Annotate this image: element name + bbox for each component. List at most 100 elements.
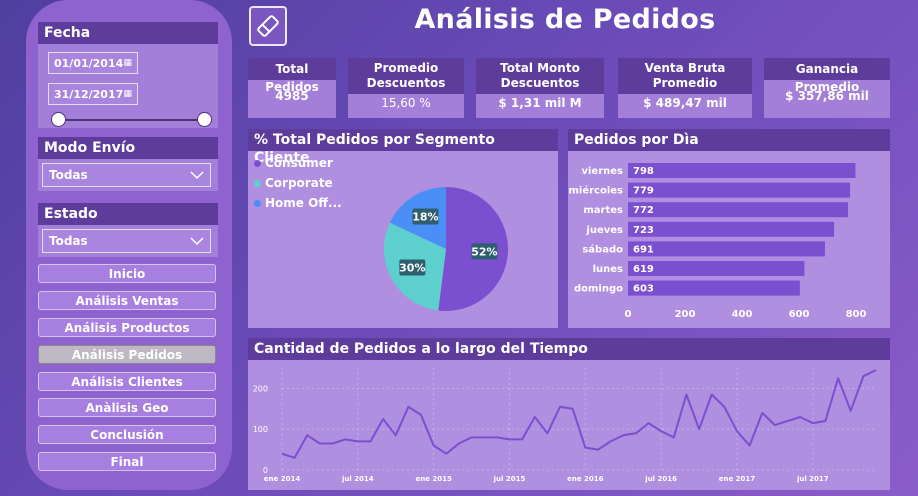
time-panel-title: Cantidad de Pedidos a lo largo del Tiemp… [248, 338, 890, 360]
legend-dot [254, 199, 261, 207]
segment-panel-title: % Total Pedidos por Segmento Cliente [248, 129, 558, 166]
day-panel: Pedidos por Dìa viernes 798 miércoles 779 ma… [568, 129, 890, 328]
shipping-mode-dropdown[interactable]: Todas [42, 163, 211, 187]
calendar-icon: ▦ [123, 89, 132, 99]
kpi-value: 4985 [275, 89, 309, 103]
kpi-total-monto-descuentos: Total Monto Descuentos $ 1,31 mil M [476, 58, 604, 118]
x-tick-label: 400 [732, 309, 753, 320]
pie-label-box [399, 259, 426, 276]
pie-data-label: 52% [471, 243, 498, 260]
bar-category-label: sábado [582, 243, 623, 255]
date-range-end-handle[interactable] [197, 112, 212, 127]
bar-sábado[interactable] [628, 241, 825, 257]
end-date-value: 31/12/2017 [54, 87, 124, 101]
pie-label-text: 30% [399, 262, 425, 275]
bar-value-label: 691 [633, 244, 654, 255]
kpi-value: $ 357,86 mil [785, 89, 869, 103]
nav-conclusion[interactable]: Conclusión [38, 425, 216, 444]
date-range-track [58, 119, 205, 121]
x-tick-label: 0 [625, 309, 632, 320]
nav-analisis-pedidos[interactable]: Análisis Pedidos [38, 345, 216, 364]
bar-value-label: 798 [633, 166, 654, 177]
pie-label-box [471, 243, 498, 260]
end-date-input[interactable]: 31/12/2017 ▦ [48, 83, 138, 105]
status-value: Todas [49, 234, 88, 248]
start-date-input[interactable]: 01/01/2014 ▦ [48, 52, 138, 74]
bar-lunes[interactable] [628, 261, 805, 276]
bar-value-label: 779 [633, 186, 654, 197]
nav-final[interactable]: Final [38, 452, 216, 471]
legend-label: Corporate [265, 176, 333, 190]
legend-label: Consumer [265, 156, 333, 170]
x-tick-label: ene 2016 [567, 475, 604, 483]
bar-value-label: 619 [633, 264, 654, 275]
legend-dot [254, 159, 261, 167]
kpi-promedio-descuentos: Promedio Descuentos 15,60 % [348, 58, 464, 118]
nav-analisis-ventas[interactable]: Análisis Ventas [38, 291, 216, 310]
kpi-label: Promedio Descuentos [348, 58, 464, 94]
day-bar-chart: viernes 798 miércoles 779 martes 772 jueves 723… [568, 163, 867, 320]
pie-label-box [412, 208, 439, 225]
bar-category-label: domingo [574, 284, 623, 295]
x-tick-label: 600 [789, 309, 810, 320]
pie-label-text: 18% [412, 211, 438, 224]
x-tick-label: ene 2017 [719, 475, 756, 483]
nav-analisis-geo[interactable]: Anàlisis Geo [38, 398, 216, 417]
time-panel: Cantidad de Pedidos a lo largo del Tiemp… [248, 338, 890, 490]
kpi-label: Total Pedidos [248, 58, 336, 94]
bar-viernes[interactable] [628, 163, 856, 178]
status-label: Estado [38, 203, 218, 225]
chevron-down-icon [190, 236, 204, 245]
page-title: Análisis de Pedidos [414, 4, 716, 35]
date-filter-card: Fecha [38, 22, 218, 128]
pie-label-text: 52% [471, 245, 497, 258]
nav-analisis-productos[interactable]: Análisis Productos [38, 318, 216, 337]
bar-domingo[interactable] [628, 280, 800, 296]
bar-category-label: lunes [593, 264, 623, 275]
day-panel-title: Pedidos por Dìa [568, 129, 890, 151]
legend-item-corporate[interactable]: Corporate [254, 173, 342, 193]
bar-category-label: viernes [581, 166, 623, 177]
legend-item-home-office[interactable]: Home Off... [254, 193, 342, 213]
shipping-mode-label: Modo Envío [38, 137, 218, 159]
status-dropdown[interactable]: Todas [42, 229, 211, 253]
nav-inicio[interactable]: Inicio [38, 264, 216, 283]
bar-category-label: jueves [585, 225, 623, 236]
legend-item-consumer[interactable]: Consumer [254, 153, 342, 173]
kpi-value: 15,60 % [381, 96, 431, 110]
eraser-logo-icon[interactable] [249, 6, 287, 46]
kpi-value: $ 489,47 mil [643, 96, 727, 110]
x-tick-label: ene 2014 [264, 475, 301, 483]
x-tick-label: jul 2014 [341, 475, 374, 483]
start-date-value: 01/01/2014 [54, 56, 124, 70]
bar-value-label: 603 [633, 284, 654, 295]
orders-line-series[interactable] [281, 369, 877, 459]
segment-legend: Consumer Corporate Home Off... [254, 153, 342, 213]
pie-data-label: 30% [399, 259, 426, 276]
date-range-start-handle[interactable] [51, 112, 66, 127]
bar-category-label: martes [583, 205, 623, 216]
pie-data-label: 18% [412, 208, 439, 225]
kpi-ganancia-promedio: Ganancia Promedio $ 357,86 mil [764, 58, 890, 118]
bar-miércoles[interactable] [628, 182, 851, 198]
bar-value-label: 723 [633, 225, 654, 236]
x-tick-label: 800 [846, 309, 867, 320]
calendar-icon: ▦ [123, 58, 132, 68]
segment-panel: % Total Pedidos por Segmento Cliente Con… [248, 129, 558, 328]
shipping-mode-value: Todas [49, 168, 88, 182]
segment-pie-chart: 52% 30% 18% [384, 187, 509, 311]
legend-dot [254, 179, 261, 187]
x-tick-label: 200 [675, 309, 696, 320]
chevron-down-icon [190, 170, 204, 179]
kpi-label: Venta Bruta Promedio [618, 58, 752, 94]
x-tick-label: jul 2017 [796, 475, 829, 483]
bar-jueves[interactable] [628, 221, 835, 237]
kpi-total-pedidos: Total Pedidos 4985 [248, 58, 336, 118]
x-tick-label: jul 2015 [493, 475, 526, 483]
bar-martes[interactable] [628, 202, 849, 218]
orders-line-chart: 0 100 200 ene 2014 jul 2014 ene 2015 jul 2015 e… [253, 368, 877, 483]
x-tick-label: jul 2016 [644, 475, 677, 483]
kpi-label: Total Monto Descuentos [476, 58, 604, 94]
nav-analisis-clientes[interactable]: Análisis Clientes [38, 372, 216, 391]
kpi-label: Ganancia Promedio [764, 58, 890, 94]
